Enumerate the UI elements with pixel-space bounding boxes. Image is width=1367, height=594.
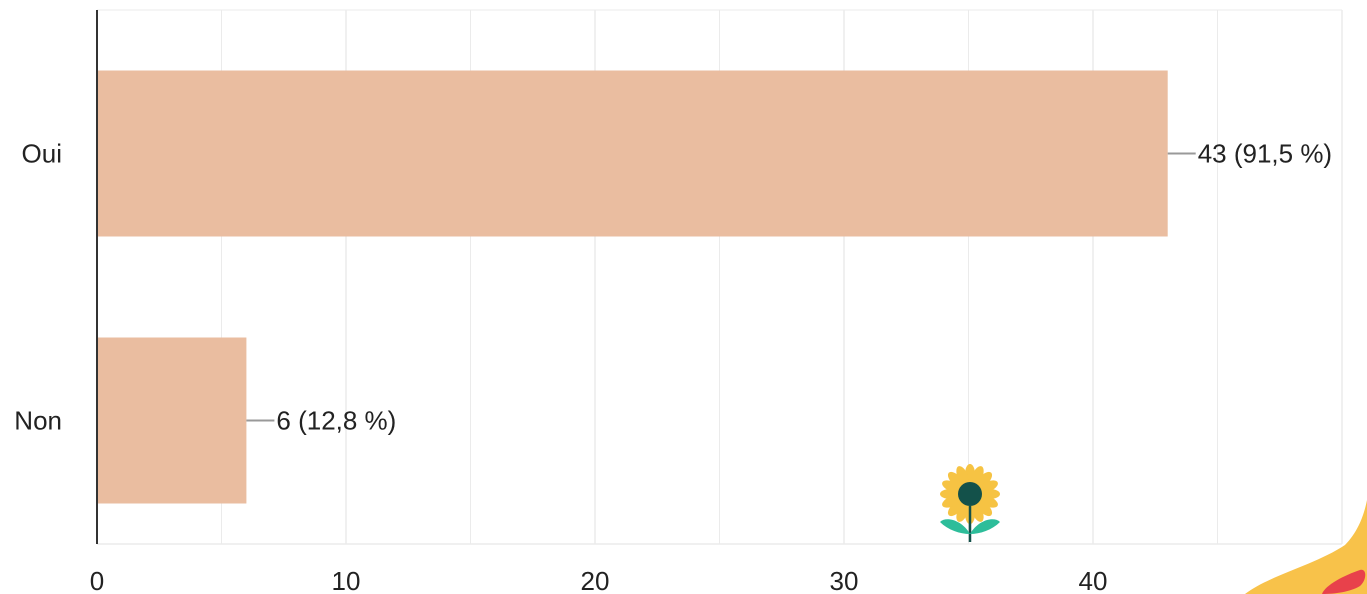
x-tick-label: 10 bbox=[332, 566, 361, 594]
bar-non bbox=[98, 337, 247, 504]
x-tick-label: 0 bbox=[90, 566, 104, 594]
corner-doodle-icon bbox=[1245, 500, 1367, 594]
bar-oui bbox=[98, 70, 1168, 237]
bars bbox=[98, 70, 1168, 504]
data-label-non: 6 (12,8 %) bbox=[276, 406, 396, 436]
category-label-non: Non bbox=[14, 406, 62, 436]
x-tick-label: 40 bbox=[1079, 566, 1108, 594]
x-tick-label: 30 bbox=[830, 566, 859, 594]
category-label-oui: Oui bbox=[22, 139, 62, 169]
sunflower-icon bbox=[940, 464, 1000, 542]
data-label-oui: 43 (91,5 %) bbox=[1198, 139, 1332, 169]
x-tick-label: 20 bbox=[581, 566, 610, 594]
